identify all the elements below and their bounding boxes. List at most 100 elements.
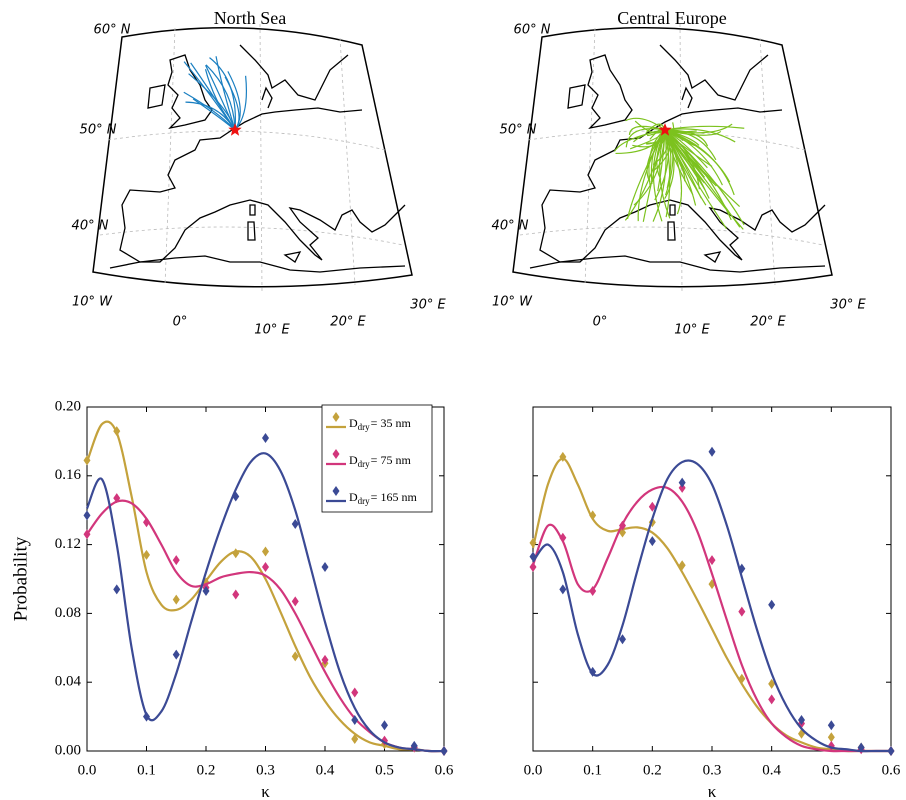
x-tick-label: 0.6	[435, 762, 454, 778]
x-axis-label: κ	[708, 782, 717, 800]
data-point	[738, 606, 746, 617]
data-point	[559, 532, 567, 543]
data-point	[648, 536, 656, 547]
data-point	[113, 493, 121, 504]
trajectory	[234, 75, 247, 131]
coastline	[239, 44, 349, 101]
data-point	[202, 586, 210, 597]
trajectory	[664, 129, 722, 136]
trajectory	[209, 57, 236, 131]
data-point	[381, 720, 388, 731]
coastline	[283, 251, 302, 263]
data-point	[83, 510, 91, 521]
data-point	[708, 555, 716, 566]
data-point	[589, 586, 597, 597]
longitude-label: 0°	[173, 315, 188, 330]
data-point	[887, 746, 895, 756]
data-point	[768, 694, 776, 705]
data-point	[678, 560, 686, 571]
map-grid-line	[107, 130, 386, 151]
data-point	[708, 446, 716, 457]
map-title: Central Europe	[617, 8, 726, 28]
x-tick-label: 0.3	[256, 762, 275, 778]
y-tick-label: 0.20	[55, 398, 81, 414]
trajectory	[664, 125, 745, 131]
longitude-label: 10° E	[254, 323, 290, 338]
data-point	[232, 548, 240, 559]
trajectory	[664, 129, 706, 190]
data-point	[172, 649, 180, 660]
trajectory	[642, 129, 666, 222]
legend-marker	[332, 486, 340, 496]
legend-label-main: D	[349, 453, 358, 467]
data-point	[529, 561, 537, 572]
x-tick-label: 0.3	[703, 762, 722, 778]
map-grid-line	[759, 37, 776, 286]
data-point	[232, 491, 240, 502]
x-tick-label: 0.0	[78, 762, 97, 778]
data-point	[113, 426, 121, 437]
data-point	[232, 589, 240, 600]
data-point	[559, 584, 567, 595]
map-grid-line	[527, 130, 806, 151]
map: Central Europe 60° N 50° N 40° N 10° W 0° 10° …	[492, 8, 867, 337]
trajectory	[664, 129, 671, 218]
coastline	[667, 221, 676, 241]
data-point	[262, 561, 269, 572]
coastline	[167, 54, 213, 130]
coastline	[681, 86, 693, 109]
data-point	[678, 482, 686, 493]
longitude-label: 20° E	[750, 315, 786, 330]
longitude-label: 30° E	[410, 298, 446, 313]
trajectory	[205, 64, 236, 131]
longitude-label: 10° W	[72, 295, 113, 310]
trajectory	[664, 129, 741, 208]
coastline	[249, 204, 256, 216]
map-title: North Sea	[214, 8, 286, 28]
longitude-label: 10° W	[492, 295, 533, 310]
latitude-label: 50° N	[80, 123, 117, 138]
coastline	[529, 255, 826, 273]
y-tick-label: 0.08	[55, 605, 81, 621]
latitude-label: 40° N	[492, 219, 529, 234]
data-point	[827, 732, 835, 743]
legend-marker	[332, 449, 340, 459]
data-point	[619, 520, 626, 531]
map-grid-line	[99, 226, 404, 246]
legend-label: Ddry= 165 nm	[349, 490, 417, 506]
y-axis-label: Probability	[10, 536, 31, 621]
data-point	[172, 594, 180, 605]
legend-label-sub: dry	[358, 496, 370, 506]
site-marker	[658, 123, 672, 136]
y-tick-label: 0.12	[55, 536, 81, 552]
map-grid-line	[164, 27, 176, 286]
data-point	[529, 537, 537, 548]
x-tick-label: 0.4	[762, 762, 781, 778]
trajectory	[664, 129, 717, 161]
legend-label-sub: dry	[358, 459, 370, 469]
longitude-label: 20° E	[330, 315, 366, 330]
trajectory	[664, 129, 700, 190]
data-point	[143, 517, 150, 528]
data-point	[83, 529, 91, 540]
data-point	[351, 687, 359, 698]
legend-label: Ddry= 35 nm	[349, 416, 411, 432]
coastline	[587, 54, 633, 130]
legend-label-sub: dry	[358, 422, 370, 432]
data-point	[857, 742, 865, 753]
data-point	[262, 546, 269, 557]
data-point	[440, 746, 448, 756]
coastline	[567, 84, 586, 109]
trajectory	[625, 128, 666, 148]
coastline	[703, 251, 722, 263]
x-tick-label: 0.1	[583, 762, 602, 778]
legend-label-tail: = 165 nm	[371, 490, 418, 504]
trajectory	[215, 56, 236, 131]
coastline	[669, 204, 676, 216]
y-tick-label: 0.00	[55, 742, 81, 758]
data-point	[529, 551, 537, 562]
legend-label-tail: = 35 nm	[371, 416, 412, 430]
data-point	[113, 584, 121, 595]
legend-label: Ddry= 75 nm	[349, 453, 411, 469]
